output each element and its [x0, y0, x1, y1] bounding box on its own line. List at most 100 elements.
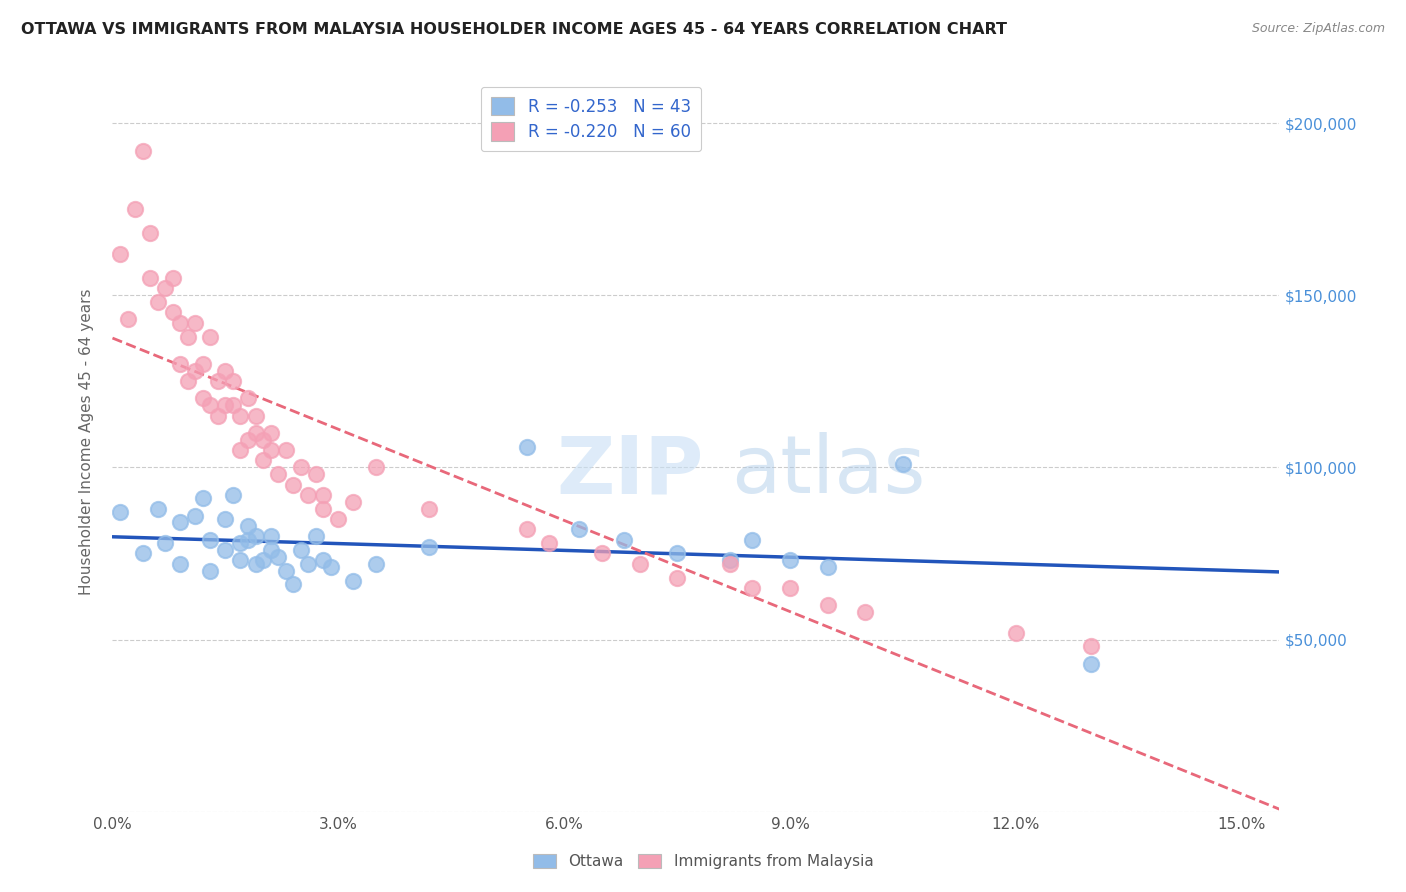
Point — [1005, 625, 1028, 640]
Point — [267, 549, 290, 564]
Point — [283, 477, 305, 491]
Point — [245, 409, 267, 423]
Point — [342, 495, 364, 509]
Point — [153, 281, 176, 295]
Point — [259, 425, 281, 440]
Point — [214, 398, 236, 412]
Point — [283, 577, 305, 591]
Text: Source: ZipAtlas.com: Source: ZipAtlas.com — [1251, 22, 1385, 36]
Point — [817, 560, 839, 574]
Legend: Ottawa, Immigrants from Malaysia: Ottawa, Immigrants from Malaysia — [527, 848, 879, 875]
Point — [274, 564, 297, 578]
Point — [312, 488, 335, 502]
Point — [169, 316, 191, 330]
Point — [124, 202, 146, 216]
Point — [153, 536, 176, 550]
Point — [252, 453, 274, 467]
Point — [184, 508, 207, 523]
Point — [200, 564, 222, 578]
Point — [666, 570, 689, 584]
Point — [312, 501, 335, 516]
Point — [191, 357, 214, 371]
Point — [245, 425, 267, 440]
Text: atlas: atlas — [731, 432, 925, 510]
Point — [779, 553, 801, 567]
Point — [328, 512, 350, 526]
Point — [364, 460, 387, 475]
Point — [628, 557, 651, 571]
Point — [200, 398, 222, 412]
Point — [319, 560, 342, 574]
Point — [222, 374, 245, 388]
Point — [236, 433, 259, 447]
Point — [274, 443, 297, 458]
Point — [305, 467, 328, 482]
Y-axis label: Householder Income Ages 45 - 64 years: Householder Income Ages 45 - 64 years — [79, 288, 94, 595]
Text: ZIP: ZIP — [555, 432, 703, 510]
Point — [139, 271, 162, 285]
Point — [117, 312, 139, 326]
Point — [418, 501, 440, 516]
Point — [1080, 640, 1102, 654]
Point — [666, 546, 689, 560]
Point — [516, 440, 538, 454]
Point — [613, 533, 636, 547]
Legend: R = -0.253   N = 43, R = -0.220   N = 60: R = -0.253 N = 43, R = -0.220 N = 60 — [481, 87, 700, 151]
Point — [297, 488, 319, 502]
Point — [207, 374, 229, 388]
Point — [139, 226, 162, 240]
Point — [169, 516, 191, 530]
Point — [108, 247, 131, 261]
Point — [290, 460, 312, 475]
Point — [191, 392, 214, 406]
Point — [290, 543, 312, 558]
Point — [207, 409, 229, 423]
Point — [418, 540, 440, 554]
Point — [214, 543, 236, 558]
Point — [146, 501, 169, 516]
Point — [229, 536, 252, 550]
Point — [184, 364, 207, 378]
Point — [245, 557, 267, 571]
Point — [214, 512, 236, 526]
Point — [108, 505, 131, 519]
Point — [342, 574, 364, 588]
Point — [191, 491, 214, 506]
Point — [259, 529, 281, 543]
Point — [177, 374, 200, 388]
Point — [853, 605, 876, 619]
Point — [568, 522, 591, 536]
Text: OTTAWA VS IMMIGRANTS FROM MALAYSIA HOUSEHOLDER INCOME AGES 45 - 64 YEARS CORRELA: OTTAWA VS IMMIGRANTS FROM MALAYSIA HOUSE… — [21, 22, 1007, 37]
Point — [214, 364, 236, 378]
Point — [169, 557, 191, 571]
Point — [177, 329, 200, 343]
Point — [267, 467, 290, 482]
Point — [236, 519, 259, 533]
Point — [200, 533, 222, 547]
Point — [162, 305, 184, 319]
Point — [1080, 657, 1102, 671]
Point — [146, 295, 169, 310]
Point — [131, 546, 153, 560]
Point — [200, 329, 222, 343]
Point — [718, 553, 741, 567]
Point — [516, 522, 538, 536]
Point — [741, 581, 763, 595]
Point — [229, 409, 252, 423]
Point — [297, 557, 319, 571]
Point — [312, 553, 335, 567]
Point — [252, 553, 274, 567]
Point — [236, 392, 259, 406]
Point — [184, 316, 207, 330]
Point — [229, 553, 252, 567]
Point — [817, 598, 839, 612]
Point — [364, 557, 387, 571]
Point — [591, 546, 613, 560]
Point — [538, 536, 561, 550]
Point — [741, 533, 763, 547]
Point — [259, 443, 281, 458]
Point — [236, 533, 259, 547]
Point — [229, 443, 252, 458]
Point — [162, 271, 184, 285]
Point — [259, 543, 281, 558]
